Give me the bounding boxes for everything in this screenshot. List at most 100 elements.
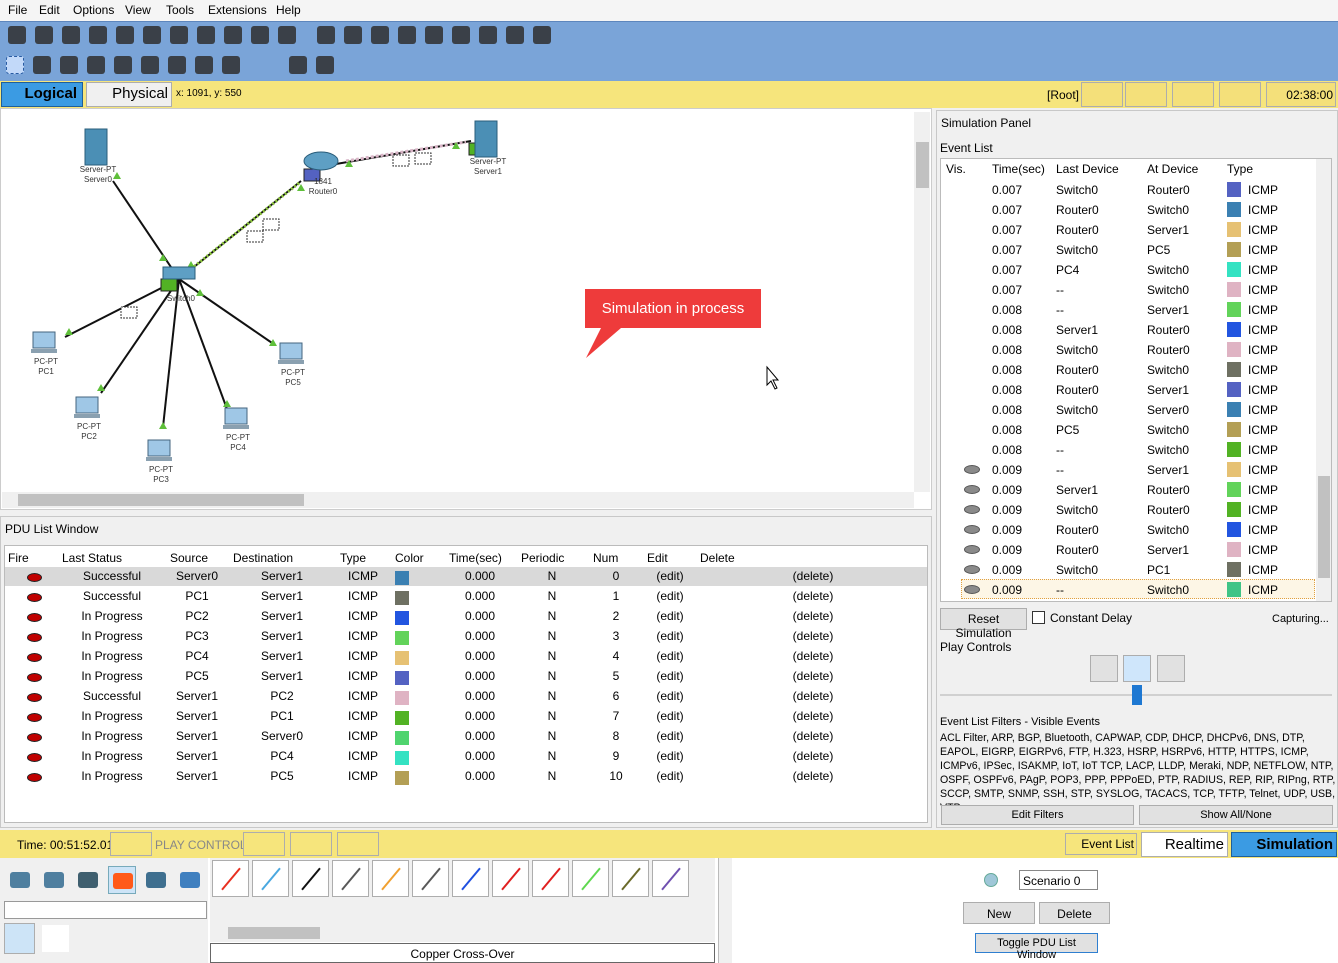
device-category[interactable] [176,866,204,894]
pdu-edit[interactable]: (edit) [656,749,684,763]
tool-icon[interactable] [197,26,215,44]
play-button[interactable] [1090,655,1118,682]
subcategory[interactable] [42,925,69,952]
tool-icon[interactable] [251,26,269,44]
device-category[interactable] [142,866,170,894]
tool-icon[interactable] [33,56,51,74]
reset-simulation[interactable]: Reset Simulation [940,608,1027,640]
realtime-button[interactable]: Realtime [1141,832,1228,857]
scenario-select[interactable]: Scenario 0 [1019,870,1098,890]
fire-button[interactable] [27,633,42,642]
connection-type[interactable] [412,860,449,897]
pdu-delete[interactable]: (delete) [792,709,834,723]
tool-icon[interactable] [425,26,443,44]
tool-icon[interactable] [168,56,186,74]
tab-physical[interactable]: Physical [86,82,172,107]
pdu-edit[interactable]: (edit) [656,729,684,743]
pdu-delete[interactable]: (delete) [792,569,834,583]
fire-button[interactable] [27,613,42,622]
menu-item[interactable]: File [8,3,28,17]
tool-icon[interactable] [6,56,24,74]
fire-button[interactable] [27,733,42,742]
connection-type[interactable] [652,860,689,897]
new-scenario[interactable]: New [963,902,1035,924]
edit-filters[interactable]: Edit Filters [941,805,1134,825]
device-category[interactable] [74,866,102,894]
play-button[interactable] [290,832,332,856]
tool-icon[interactable] [398,26,416,44]
pdu-edit[interactable]: (edit) [656,649,684,663]
connection-type[interactable] [212,860,249,897]
tool-icon[interactable] [222,56,240,74]
tab-logical[interactable]: Logical [1,82,83,107]
menu-item[interactable]: View [125,3,151,17]
tool-icon[interactable] [116,26,134,44]
tool-icon[interactable] [87,56,105,74]
connection-type[interactable] [252,860,289,897]
connection-type[interactable] [452,860,489,897]
pdu-delete[interactable]: (delete) [792,649,834,663]
delete-scenario[interactable]: Delete [1039,902,1110,924]
tool-icon[interactable] [316,56,334,74]
fire-button[interactable] [27,593,42,602]
tool-icon[interactable] [35,26,53,44]
tool-icon[interactable] [8,26,26,44]
tool-icon[interactable] [89,26,107,44]
pdu-delete[interactable]: (delete) [792,749,834,763]
pdu-delete[interactable]: (delete) [792,609,834,623]
tool-icon[interactable] [170,26,188,44]
tool-icon[interactable] [60,56,78,74]
play-button[interactable] [1123,655,1151,682]
tool-icon[interactable] [371,26,389,44]
fire-button[interactable] [27,773,42,782]
connection-type[interactable] [612,860,649,897]
search-box[interactable] [4,901,207,919]
nav-button[interactable] [1219,82,1261,107]
fire-button[interactable] [27,753,42,762]
fire-button[interactable] [27,653,42,662]
pdu-edit[interactable]: (edit) [656,569,684,583]
pdu-delete[interactable]: (delete) [792,689,834,703]
subcategory[interactable] [4,923,35,954]
connection-type[interactable] [572,860,609,897]
menu-item[interactable]: Extensions [208,3,267,17]
pdu-edit[interactable]: (edit) [656,669,684,683]
tool-icon[interactable] [62,26,80,44]
menu-item[interactable]: Edit [39,3,60,17]
pdu-delete[interactable]: (delete) [792,729,834,743]
connection-type[interactable] [492,860,529,897]
pdu-edit[interactable]: (edit) [656,769,684,783]
connection-type[interactable] [332,860,369,897]
pdu-edit[interactable]: (edit) [656,709,684,723]
tool-icon[interactable] [506,26,524,44]
nav-button[interactable] [1125,82,1167,107]
tool-icon[interactable] [317,26,335,44]
pdu-delete[interactable]: (delete) [792,669,834,683]
device-category[interactable] [6,866,34,894]
checkbox[interactable] [1032,611,1045,624]
tool-icon[interactable] [289,56,307,74]
device-category[interactable] [40,866,68,894]
pdu-delete[interactable]: (delete) [792,769,834,783]
simulation-button[interactable]: Simulation [1231,832,1337,857]
tool-icon[interactable] [452,26,470,44]
tool-icon[interactable] [143,26,161,44]
menu-item[interactable]: Help [276,3,301,17]
show-all-none[interactable]: Show All/None [1139,805,1333,825]
pdu-edit[interactable]: (edit) [656,589,684,603]
reset-time[interactable] [110,832,152,856]
pdu-delete[interactable]: (delete) [792,629,834,643]
play-button[interactable] [1157,655,1185,682]
menu-item[interactable]: Options [73,3,115,17]
fire-button[interactable] [27,713,42,722]
device-category[interactable] [108,866,136,894]
fire-button[interactable] [27,573,42,582]
fire-button[interactable] [27,673,42,682]
pdu-edit[interactable]: (edit) [656,629,684,643]
tool-icon[interactable] [479,26,497,44]
tool-icon[interactable] [533,26,551,44]
fire-button[interactable] [27,693,42,702]
connection-type[interactable] [372,860,409,897]
play-button[interactable] [337,832,379,856]
nav-button[interactable] [1081,82,1123,107]
